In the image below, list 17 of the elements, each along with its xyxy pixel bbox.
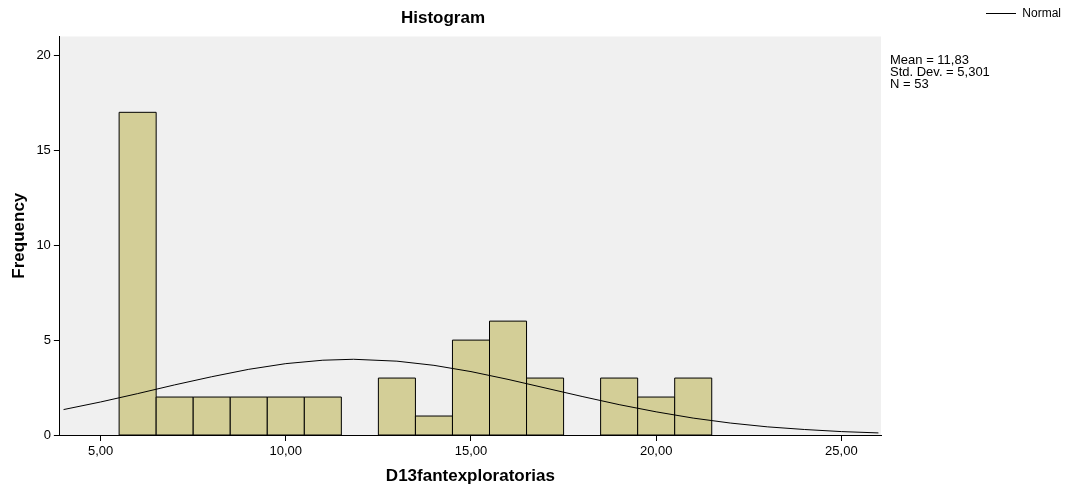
- x-axis-title: D13fantexploratorias: [385, 466, 555, 486]
- x-tick-label: 20,00: [639, 443, 673, 459]
- y-tick-label: 0: [43, 426, 51, 442]
- text: Mean = 11,83: [890, 52, 970, 67]
- x-tick-label: 25,00: [825, 443, 858, 459]
- chart-title: Histogram: [400, 7, 486, 27]
- y-tick-label: 5: [43, 331, 51, 347]
- x-tick-label: 10,00: [269, 443, 303, 459]
- x-tick-label: 5,00: [87, 443, 114, 459]
- y-tick-label: 15: [36, 141, 51, 157]
- x-tick-label: 15,00: [454, 443, 488, 459]
- text: Std. Dev. = 5,301: [890, 64, 990, 79]
- legend-label: Normal: [1022, 6, 1061, 20]
- text: N = 53: [890, 76, 930, 91]
- y-axis-title: Frequency: [8, 192, 28, 279]
- y-tick-label: 20: [36, 46, 51, 62]
- y-tick-label: 10: [36, 236, 51, 252]
